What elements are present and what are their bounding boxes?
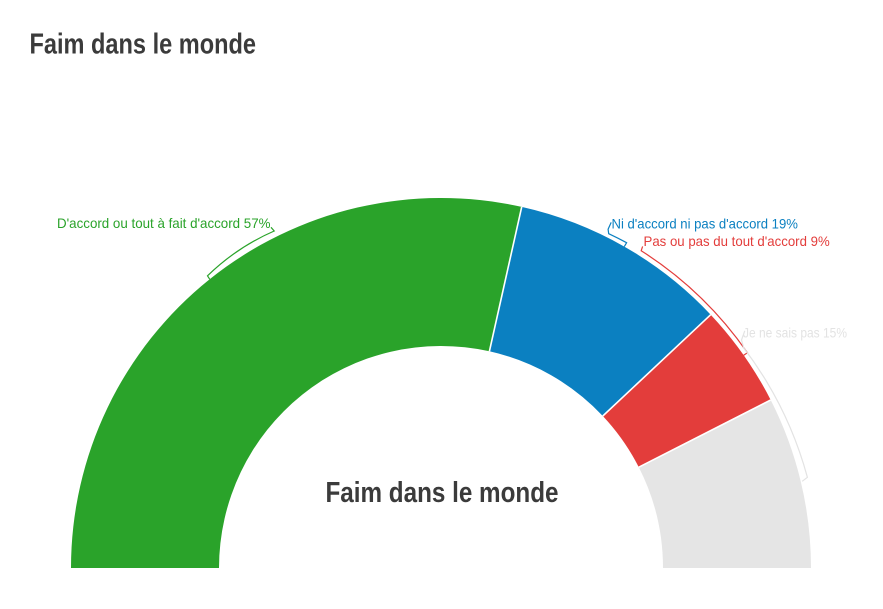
svg-text:D'accord ou tout à fait d'acco: D'accord ou tout à fait d'accord 57% bbox=[57, 215, 271, 231]
svg-text:Je ne sais pas 15%: Je ne sais pas 15% bbox=[743, 325, 847, 341]
svg-text:Faim dans le monde: Faim dans le monde bbox=[326, 477, 559, 509]
svg-text:Ni d'accord ni pas d'accord 19: Ni d'accord ni pas d'accord 19% bbox=[612, 216, 798, 232]
svg-text:Faim dans le monde: Faim dans le monde bbox=[30, 29, 257, 61]
svg-text:Pas ou pas du tout d'accord 9%: Pas ou pas du tout d'accord 9% bbox=[644, 233, 830, 249]
